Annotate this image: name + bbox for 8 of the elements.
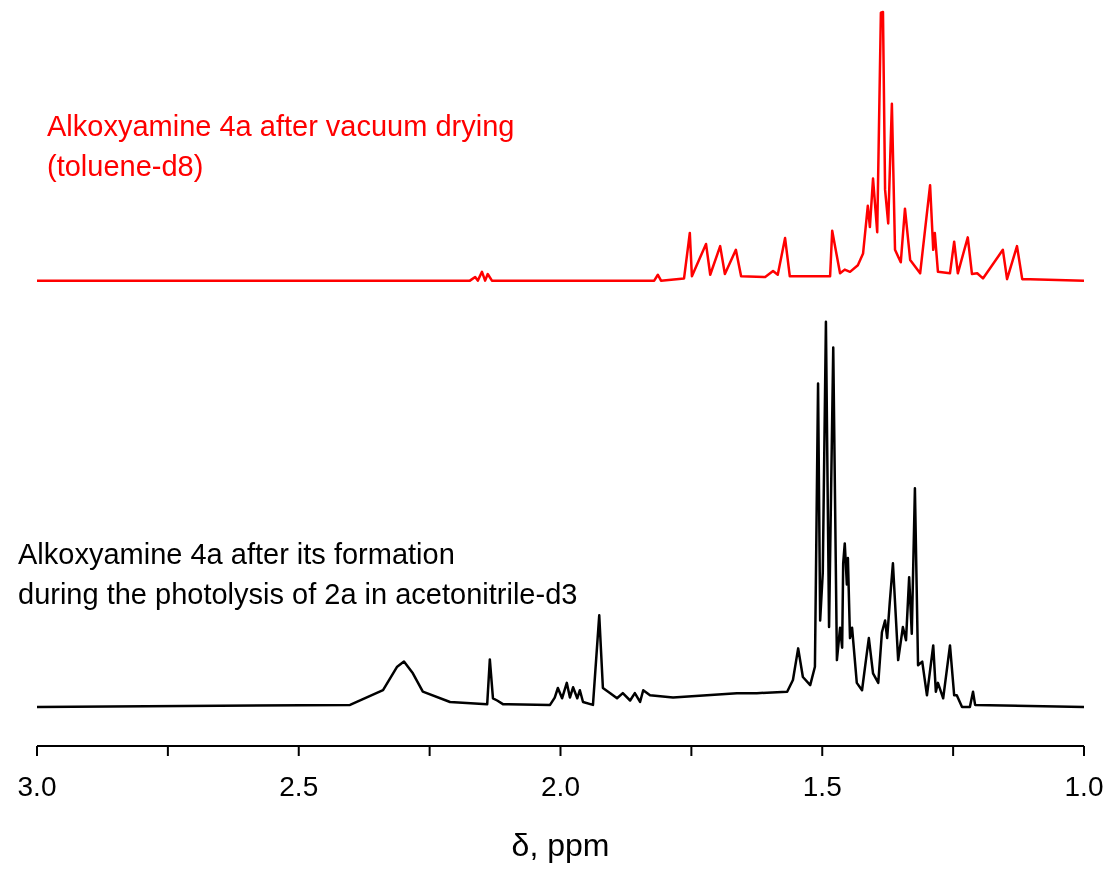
x-tick-label: 2.0 [541, 771, 580, 802]
series-label: Alkoxyamine 4a after its formation during the photolysis of 2a in acetonitrile-d3 [18, 537, 578, 612]
x-tick-label: 3.0 [17, 771, 57, 802]
x-tick-label: 2.5 [279, 771, 319, 802]
x-tick-label: 1.5 [802, 771, 842, 802]
x-tick-label: 1.0 [1064, 771, 1104, 802]
text: Alkoxyamine 4a after vacuum drying (toluene-d8) [47, 109, 515, 184]
x-axis-title: δ, ppm [511, 827, 610, 863]
